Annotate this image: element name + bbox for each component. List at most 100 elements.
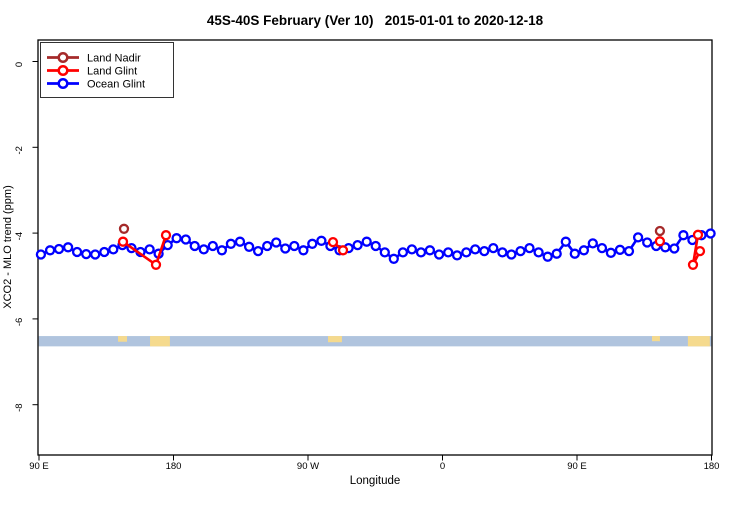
ocean-glint-point bbox=[180, 234, 191, 245]
land-patch bbox=[328, 336, 342, 343]
ocean-glint-point bbox=[515, 245, 526, 257]
land-patch bbox=[687, 336, 710, 347]
y-tick-label: -6 bbox=[14, 318, 25, 326]
ocean-glint-point bbox=[596, 242, 608, 254]
ocean-glint-point bbox=[35, 249, 47, 260]
ocean-glint-point bbox=[551, 248, 562, 259]
ocean-glint-point bbox=[533, 247, 544, 258]
ocean-glint-point bbox=[605, 247, 617, 258]
ocean-glint-point bbox=[632, 232, 644, 243]
ocean-glint-point bbox=[53, 243, 65, 255]
legend-marker-land-nadir bbox=[57, 51, 69, 64]
ocean-glint-point bbox=[560, 236, 571, 247]
ocean-glint-point bbox=[243, 241, 255, 252]
ocean-glint-point bbox=[388, 253, 399, 264]
legend-marker-ocean-glint bbox=[57, 77, 69, 90]
ocean-glint-point bbox=[289, 240, 300, 252]
land-glint-point bbox=[692, 229, 704, 240]
y-axis-label: XCO2 - MLO trend (ppm) bbox=[2, 185, 14, 308]
ocean-glint-point bbox=[207, 240, 218, 252]
ocean-glint-point bbox=[415, 247, 427, 258]
ocean-glint-point bbox=[361, 236, 372, 247]
land-patch bbox=[150, 336, 170, 347]
x-tick-label: 90 E bbox=[29, 461, 49, 472]
ocean-glint-point bbox=[678, 230, 689, 241]
series-ocean-glint bbox=[35, 228, 716, 264]
ocean-glint-point bbox=[461, 247, 472, 258]
ocean-glint-point bbox=[216, 245, 228, 256]
ocean-glint-point bbox=[99, 246, 110, 258]
ocean-glint-point bbox=[470, 244, 481, 255]
land-glint-point bbox=[687, 259, 699, 270]
land-patch bbox=[652, 336, 660, 342]
ocean-glint-point bbox=[189, 240, 200, 252]
legend-label-land-glint: Land Glint bbox=[87, 65, 137, 77]
plot-box bbox=[37, 39, 713, 456]
ocean-strip bbox=[38, 336, 712, 347]
ocean-glint-point bbox=[262, 240, 273, 252]
ocean-glint-point bbox=[271, 237, 282, 248]
x-tick-label: 90 W bbox=[297, 461, 319, 472]
land-glint-point bbox=[337, 245, 349, 256]
x-tick-label: 0 bbox=[440, 461, 445, 472]
ocean-glint-point bbox=[316, 235, 327, 246]
ocean-glint-point bbox=[397, 247, 409, 258]
ocean-glint-point bbox=[614, 244, 626, 255]
chart-title: 45S-40S February (Ver 10) 2015-01-01 to … bbox=[207, 13, 544, 28]
ocean-glint-point bbox=[587, 238, 598, 249]
land-glint-point bbox=[117, 236, 129, 247]
land-nadir-point bbox=[118, 223, 130, 234]
ocean-glint-point bbox=[433, 249, 445, 260]
ocean-glint-point bbox=[669, 243, 680, 254]
y-tick-label: 0 bbox=[14, 62, 25, 67]
ocean-glint-point bbox=[506, 249, 517, 260]
axes: 90 E 180 90 W 0 90 E 180 0 -2 -4 -6 -8 bbox=[14, 39, 720, 472]
land-glint-point bbox=[160, 230, 172, 241]
ocean-glint-point bbox=[81, 248, 92, 260]
x-axis-label: Longitude bbox=[350, 475, 401, 487]
ocean-glint-point bbox=[144, 244, 155, 255]
ocean-glint-point bbox=[108, 244, 119, 255]
ocean-glint-point bbox=[234, 236, 246, 247]
ocean-glint-point bbox=[424, 245, 436, 256]
land-glint-point bbox=[694, 245, 706, 257]
ocean-land-band bbox=[38, 336, 712, 347]
land-nadir-point bbox=[654, 225, 666, 237]
ocean-glint-point bbox=[705, 228, 716, 239]
ocean-glint-point bbox=[90, 249, 101, 260]
series-land-glint bbox=[117, 229, 706, 270]
ocean-glint-point bbox=[524, 242, 535, 254]
x-tick-label: 180 bbox=[166, 461, 182, 472]
ocean-glint-point bbox=[497, 247, 508, 258]
ocean-glint-point bbox=[198, 244, 209, 255]
ocean-glint-point bbox=[62, 242, 74, 253]
data-series bbox=[35, 223, 716, 270]
land-glint-point bbox=[654, 236, 666, 247]
x-tick-label: 90 E bbox=[567, 461, 587, 472]
ocean-glint-point bbox=[352, 239, 363, 251]
ocean-glint-point bbox=[642, 237, 653, 248]
ocean-glint-point bbox=[443, 247, 454, 258]
ocean-glint-point bbox=[623, 245, 635, 257]
y-tick-label: -4 bbox=[14, 232, 25, 240]
ocean-glint-point bbox=[370, 240, 381, 252]
legend-label-ocean-glint: Ocean Glint bbox=[87, 78, 145, 90]
legend-border bbox=[40, 42, 174, 98]
ocean-glint-point bbox=[44, 245, 56, 256]
x-tick-label: 180 bbox=[704, 461, 720, 472]
legend-marker-land-glint bbox=[57, 64, 69, 77]
y-tick-label: -8 bbox=[14, 403, 25, 411]
land-glint-point bbox=[327, 236, 339, 248]
ocean-glint-point bbox=[307, 238, 318, 249]
ocean-glint-point bbox=[451, 250, 463, 261]
ocean-glint-point bbox=[479, 245, 490, 257]
land-patch bbox=[118, 336, 128, 342]
ocean-glint-point bbox=[225, 238, 237, 249]
ocean-glint-point bbox=[298, 245, 309, 256]
ocean-glint-point bbox=[488, 242, 499, 254]
land-glint-point bbox=[150, 259, 162, 270]
ocean-glint-point bbox=[569, 248, 580, 259]
